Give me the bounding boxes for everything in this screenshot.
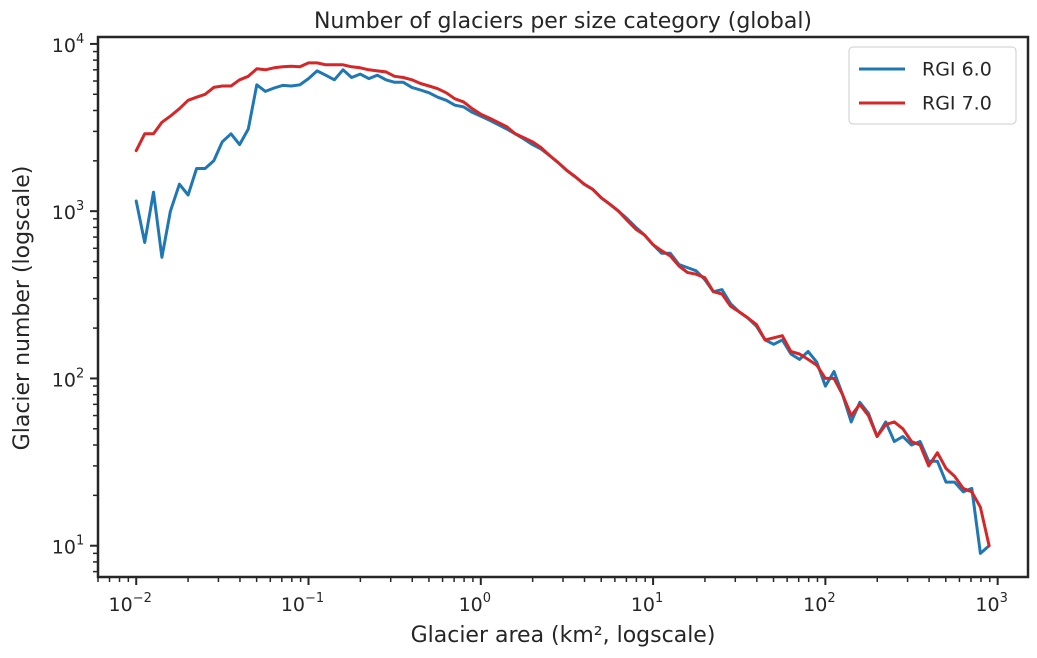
x-axis: 10−2 10−1 100 101 102 103: [97, 577, 1008, 616]
plot-area: [134, 61, 991, 555]
axes-frame: [96, 35, 1030, 579]
y-axis: 101 102 103 104: [52, 32, 98, 573]
x-tick-label: 100: [459, 591, 491, 616]
x-tick-label: 102: [803, 591, 835, 616]
chart-title: Number of glaciers per size category (gl…: [314, 9, 812, 34]
legend-box: [848, 46, 1017, 125]
x-tick-label: 10−2: [109, 591, 152, 616]
legend: RGI 6.0 RGI 7.0: [848, 46, 1017, 125]
series-line-1: [134, 61, 991, 548]
y-tick-label: 103: [52, 199, 84, 224]
series-line-0: [134, 68, 991, 555]
y-tick-label: 102: [52, 366, 84, 391]
y-axis-label: Glacier number (logscale): [10, 166, 35, 451]
x-axis-label: Glacier area (km², logscale): [411, 623, 716, 648]
y-tick-label: 104: [52, 32, 84, 57]
legend-label-rgi6: RGI 6.0: [922, 59, 992, 81]
x-tick-label: 103: [975, 591, 1007, 616]
legend-label-rgi7: RGI 7.0: [922, 93, 992, 115]
y-tick-label: 101: [52, 534, 84, 559]
x-tick-label: 10−1: [281, 591, 324, 616]
x-tick-label: 101: [631, 591, 663, 616]
